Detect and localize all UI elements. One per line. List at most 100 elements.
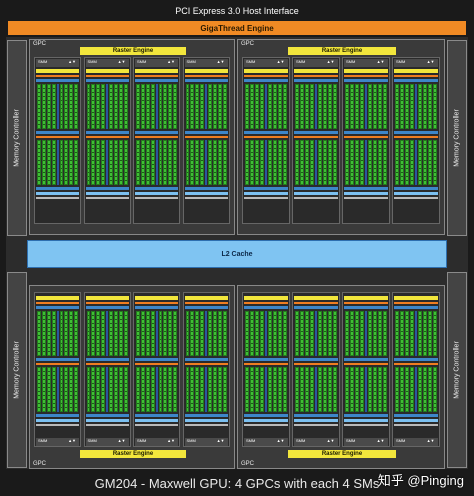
arrow-icon: ▲▼: [276, 438, 285, 443]
warp-scheduler-bar: [85, 75, 129, 77]
cuda-core-column: [168, 84, 173, 129]
raster-engine: Raster Engine: [80, 47, 186, 55]
texture-unit-bar: [184, 197, 228, 199]
cuda-core-column: [417, 311, 422, 356]
cuda-core-column: [145, 311, 150, 356]
cuda-core-column: [432, 84, 437, 129]
cuda-core-array: [185, 367, 227, 412]
cuda-core-column: [101, 84, 105, 129]
cuda-core-column: [277, 140, 282, 185]
cuda-core-column: [354, 311, 359, 356]
smm-label: SMM: [186, 438, 196, 443]
cuda-core-column: [304, 367, 309, 412]
pcie-label: PCI Express 3.0 Host Interface: [175, 6, 299, 16]
cuda-core-column: [345, 311, 349, 356]
register-file-bar: [85, 306, 129, 309]
cuda-core-column: [208, 140, 212, 185]
warp-scheduler-bar: [184, 136, 228, 138]
cuda-core-column: [41, 140, 46, 185]
sfu-divider: [364, 367, 367, 412]
register-file-bar: [184, 187, 228, 190]
register-file-bar: [36, 187, 79, 190]
instruction-cache-bar: [36, 69, 79, 73]
cuda-core-column: [349, 311, 354, 356]
sfu-divider: [56, 367, 59, 412]
warp-scheduler-bar: [85, 136, 129, 138]
cuda-core-array: [295, 367, 337, 412]
cuda-core-column: [332, 311, 337, 356]
register-file-bar: [36, 414, 79, 417]
arrow-icon: ▲▼: [216, 59, 225, 64]
cuda-core-array: [345, 311, 387, 356]
texture-unit-bar: [344, 424, 388, 426]
smm-header: SMM ▲▼: [36, 438, 79, 446]
warp-scheduler-bar: [36, 136, 79, 138]
cuda-core-column: [158, 311, 163, 356]
cuda-core-column: [208, 367, 212, 412]
cuda-core-column: [332, 367, 337, 412]
smm: SMM ▲▼: [182, 292, 230, 447]
cuda-core-column: [118, 311, 123, 356]
warp-scheduler-bar: [394, 75, 438, 77]
cuda-core-column: [317, 140, 322, 185]
cuda-core-column: [64, 84, 69, 129]
smm-label: SMM: [87, 438, 97, 443]
cuda-core-column: [322, 367, 327, 412]
arrow-icon: ▲▼: [376, 438, 385, 443]
texture-unit-bar: [394, 197, 438, 199]
cuda-core-column: [295, 367, 299, 412]
smm: SMM ▲▼: [292, 292, 340, 447]
cuda-core-array: [136, 84, 177, 129]
cuda-core-array: [395, 367, 437, 412]
cuda-core-column: [367, 311, 372, 356]
sfu-divider: [414, 140, 417, 185]
cuda-core-column: [427, 311, 432, 356]
warp-scheduler-bar: [294, 302, 338, 304]
warp-scheduler-bar: [244, 75, 288, 77]
smm-label: SMM: [346, 59, 356, 64]
load-store-bar: [244, 131, 288, 134]
cuda-core-column: [113, 367, 118, 412]
texture-unit-bar: [244, 424, 288, 426]
smm-header: SMM ▲▼: [294, 438, 338, 446]
cuda-core-column: [140, 84, 145, 129]
cuda-core-array: [295, 84, 337, 129]
smm-label: SMM: [87, 59, 97, 64]
cuda-core-column: [91, 367, 96, 412]
warp-scheduler-bar: [36, 363, 79, 365]
load-store-bar: [294, 131, 338, 134]
raster-engine: Raster Engine: [288, 450, 396, 458]
register-file-bar: [344, 414, 388, 417]
cuda-core-column: [345, 84, 349, 129]
instruction-cache-bar: [294, 69, 338, 73]
load-store-bar: [85, 131, 129, 134]
shared-memory-bar: [36, 419, 79, 422]
cuda-core-column: [377, 140, 382, 185]
cuda-core-array: [37, 311, 78, 356]
cuda-core-column: [163, 367, 168, 412]
cuda-core-column: [395, 367, 399, 412]
sfu-divider: [205, 84, 207, 129]
cuda-core-column: [185, 311, 190, 356]
smm: SMM ▲▼: [342, 292, 390, 447]
cuda-core-column: [309, 140, 314, 185]
cuda-core-column: [113, 311, 118, 356]
cuda-core-array: [395, 140, 437, 185]
cuda-core-array: [185, 140, 227, 185]
smm-header: SMM ▲▼: [184, 59, 228, 67]
cuda-core-column: [427, 367, 432, 412]
shared-memory-bar: [244, 192, 288, 195]
cuda-core-column: [417, 140, 422, 185]
register-file-bar: [344, 79, 388, 82]
l2-cache-label: L2 Cache: [221, 250, 253, 258]
gigathread-engine: GigaThread Engine: [8, 21, 466, 35]
cuda-core-column: [74, 367, 78, 412]
sfu-divider: [205, 367, 207, 412]
cuda-core-column: [190, 367, 195, 412]
cuda-core-column: [382, 311, 387, 356]
arrow-icon: ▲▼: [326, 438, 335, 443]
caption-text: GM204 - Maxwell GPU: 4 GPCs with each 4 …: [94, 475, 380, 491]
cuda-core-column: [86, 140, 91, 185]
cuda-core-column: [254, 84, 259, 129]
cuda-core-array: [395, 84, 437, 129]
